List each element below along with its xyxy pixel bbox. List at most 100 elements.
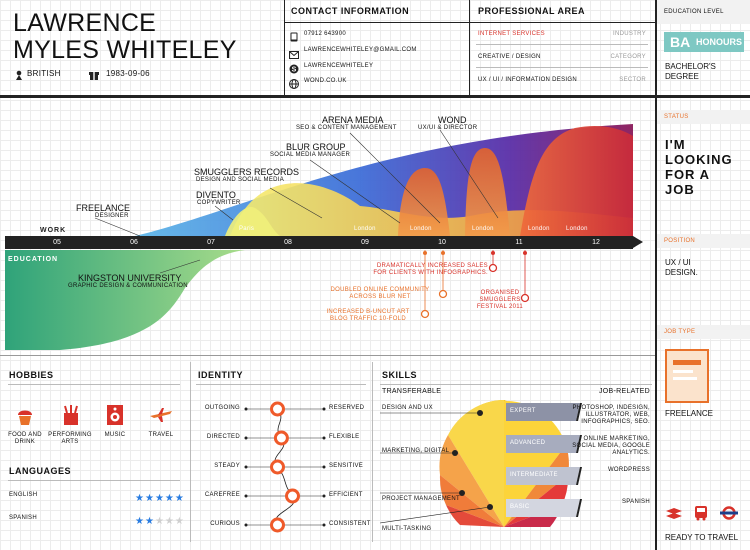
career-timeline: WORK EDUCATION [5,124,633,350]
identity-right: FLEXIBLE [329,434,360,440]
place-label: Paris [239,226,255,232]
status-line: JOB [665,182,695,197]
travel-label: READY TO TRAVEL [665,533,739,542]
school-name: KINGSTON UNIVERSITY [78,273,182,283]
skill-level: INTERMEDIATE [510,472,558,478]
identity-left: STEADY [214,463,240,469]
place-label: London [528,226,550,232]
timeline-bar [5,236,633,249]
job-desc: UX/UI & DIRECTOR [418,125,478,131]
year-tick: 09 [361,239,369,246]
phone-icon [290,29,298,47]
job-type-title: JOB TYPE [664,329,696,335]
year-tick: 12 [592,239,600,246]
star-icon: ★ [135,493,144,504]
status-line: LOOKING [665,152,733,167]
identity-endpoint [322,407,326,411]
star-icon: ★ [154,516,164,527]
underground-icon [720,506,738,525]
languages-title: LANGUAGES [9,466,72,476]
identity-endpoint [322,465,326,469]
identity-right: EFFICIENT [329,492,363,498]
star-icon: ★ [164,516,174,527]
identity-right: RESERVED [329,405,365,411]
identity-left: OUTGOING [204,405,240,411]
job-desc: SEO & CONTENT MANAGEMENT [296,125,397,131]
achievement-line: SMUGGLERS [479,297,521,303]
year-tick: 10 [438,239,446,246]
job-desc: DESIGN AND SOCIAL MEDIA [196,177,285,183]
music-speaker-icon [107,405,123,430]
achievement-line: ORGANISED [480,290,520,296]
birthdate: 1983-09-06 [106,69,150,78]
skill-job-related: WORDPRESS [607,467,650,473]
achievement-dot [488,263,498,273]
job-ticket-icon [664,348,710,409]
contact-web[interactable]: WOND.CO.UK [304,78,347,84]
performing-arts-icon [61,404,81,431]
contact-email[interactable]: LAWRENCEWHITELEY@GMAIL.COM [304,47,417,53]
star-icon: ★ [135,516,144,527]
degree-line2: DEGREE [665,72,699,81]
achievement-dot [520,293,530,303]
globe-icon [289,76,299,94]
education-label: EDUCATION [8,256,58,263]
identity-endpoint [322,436,326,440]
last-name: MYLES WHITELEY [13,36,237,64]
skill-transferable: MARKETING, DIGITAL [382,448,450,454]
hobby-label: FOOD AND [8,432,42,438]
gift-icon [89,67,99,80]
professional-row-label: INTERNET SERVICES [478,31,545,37]
identity-right: CONSISTENT [329,521,371,527]
status-line: FOR A [665,167,710,182]
achievement-line: INCREASED B-UNCUT ART [326,309,410,315]
train-icon [666,507,682,526]
skill-job-related: ONLINE MARKETING, [583,436,650,442]
professional-row-type: SECTOR [619,77,646,83]
skill-transferable: PROJECT MANAGEMENT [382,496,460,502]
star-icon: ★ [174,516,184,527]
skills-transferable-label: TRANSFERABLE [382,388,442,395]
achievement-line: DOUBLED ONLINE COMMUNITY [330,287,430,293]
identity-endpoint [244,436,248,440]
achievement-dot [420,309,430,319]
job-name: ARENA MEDIA [322,115,384,125]
contact-phone[interactable]: 07912 643900 [304,31,346,37]
place-label: London [354,226,376,232]
year-tick: 08 [284,239,292,246]
job-name: FREELANCE [76,203,131,213]
skill-job-related: PHOTOSHOP, INDESIGN, [572,405,650,411]
nationality: BRITISH [27,69,61,78]
year-tick: 07 [207,239,215,246]
star-icon: ★ [174,493,184,504]
professional-row-label: CREATIVE / DESIGN [478,54,541,60]
identity-left: DIRECTED [206,434,240,440]
badge-small: HONOURS [696,37,743,47]
hobby-label: DRINK [14,439,36,445]
place-label: London [566,226,588,232]
achievement-line: ACROSS BLUR NET [349,294,411,300]
identity-marker [270,401,285,417]
year-tick: 11 [515,239,523,246]
degree-badge: BA HONOURS [664,32,744,52]
professional-row-label: UX / UI / INFORMATION DESIGN [478,77,577,83]
language-name: ENGLISH [9,492,38,498]
skill-job-related: SOCIAL MEDIA, GOOGLE [572,443,650,449]
place-label: London [410,226,432,232]
identity-endpoint [244,523,248,527]
job-name: BLUR GROUP [286,142,346,152]
position-line: UX / UI [665,258,691,267]
hobby-label: TRAVEL [148,432,174,438]
person-icon [14,67,24,80]
achievement-dot [438,289,448,299]
bus-icon [694,505,708,526]
job-type-value: FREELANCE [665,409,714,418]
identity-marker [273,430,289,446]
identity-marker [270,517,285,533]
contact-skype[interactable]: LAWRENCEWHITELEY [304,63,374,69]
star-icon: ★ [144,493,154,504]
identity-scale [244,401,326,533]
identity-endpoint [244,407,248,411]
professional-title: PROFESSIONAL AREA [478,6,586,16]
professional-row-type: CATEGORY [610,54,646,60]
